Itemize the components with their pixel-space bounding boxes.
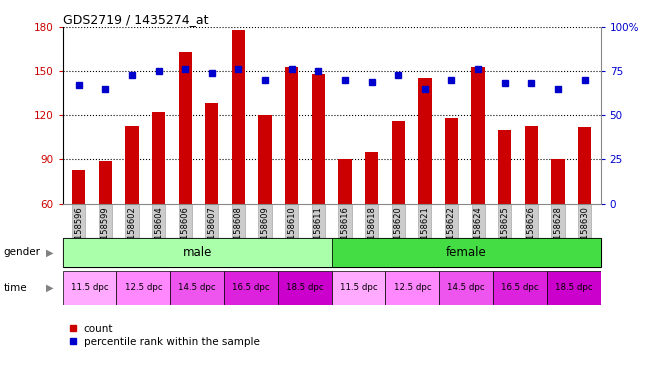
Bar bbox=[418, 78, 432, 204]
Bar bbox=[578, 127, 591, 204]
Bar bbox=[365, 152, 378, 204]
Bar bbox=[125, 126, 139, 204]
Text: 12.5 dpc: 12.5 dpc bbox=[393, 283, 431, 293]
Bar bbox=[98, 161, 112, 204]
Bar bbox=[471, 67, 484, 204]
Bar bbox=[170, 271, 224, 305]
Text: 14.5 dpc: 14.5 dpc bbox=[447, 283, 485, 293]
Text: gender: gender bbox=[3, 247, 40, 258]
Text: 12.5 dpc: 12.5 dpc bbox=[125, 283, 162, 293]
Bar bbox=[331, 271, 385, 305]
Bar bbox=[205, 103, 218, 204]
Text: 18.5 dpc: 18.5 dpc bbox=[555, 283, 593, 293]
Bar bbox=[232, 30, 245, 204]
Bar bbox=[339, 159, 352, 204]
Text: ▶: ▶ bbox=[46, 247, 53, 258]
Text: 16.5 dpc: 16.5 dpc bbox=[501, 283, 539, 293]
Bar bbox=[285, 67, 298, 204]
Text: 11.5 dpc: 11.5 dpc bbox=[340, 283, 378, 293]
Text: time: time bbox=[3, 283, 27, 293]
Text: female: female bbox=[446, 246, 486, 259]
Bar bbox=[179, 52, 192, 204]
Bar bbox=[312, 74, 325, 204]
Bar bbox=[63, 238, 331, 267]
Bar bbox=[440, 271, 493, 305]
Text: 11.5 dpc: 11.5 dpc bbox=[71, 283, 108, 293]
Bar bbox=[278, 271, 331, 305]
Legend: count, percentile rank within the sample: count, percentile rank within the sample bbox=[68, 324, 259, 347]
Text: GDS2719 / 1435274_at: GDS2719 / 1435274_at bbox=[63, 13, 208, 26]
Bar bbox=[445, 118, 458, 204]
Bar bbox=[551, 159, 565, 204]
Bar bbox=[152, 112, 165, 204]
Text: 16.5 dpc: 16.5 dpc bbox=[232, 283, 270, 293]
Bar bbox=[72, 170, 85, 204]
Bar bbox=[547, 271, 601, 305]
Bar bbox=[391, 121, 405, 204]
Text: male: male bbox=[182, 246, 212, 259]
Bar bbox=[493, 271, 546, 305]
Text: 14.5 dpc: 14.5 dpc bbox=[178, 283, 216, 293]
Bar bbox=[63, 271, 117, 305]
Bar bbox=[331, 238, 601, 267]
Bar bbox=[259, 115, 272, 204]
Text: 18.5 dpc: 18.5 dpc bbox=[286, 283, 323, 293]
Bar bbox=[385, 271, 439, 305]
Bar bbox=[224, 271, 278, 305]
Text: ▶: ▶ bbox=[46, 283, 53, 293]
Bar bbox=[525, 126, 538, 204]
Bar bbox=[498, 130, 512, 204]
Bar bbox=[117, 271, 170, 305]
